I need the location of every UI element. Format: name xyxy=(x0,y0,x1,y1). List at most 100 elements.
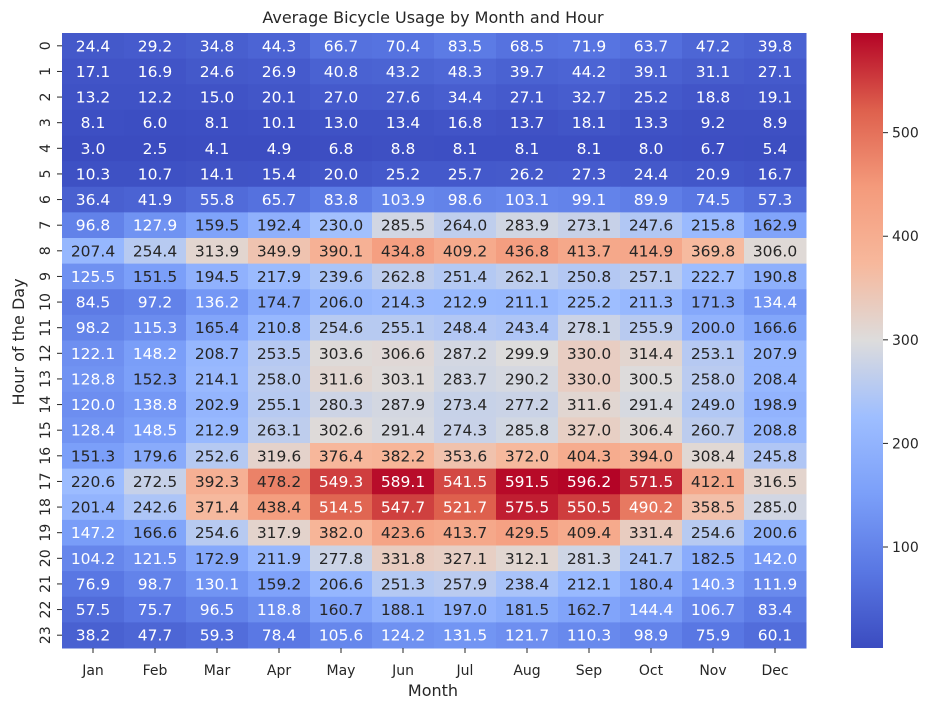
cell-value-label: 188.1 xyxy=(381,601,425,619)
heatmap-cell xyxy=(372,443,435,470)
heatmap-cell xyxy=(372,263,435,290)
cell-value-label: 27.0 xyxy=(324,89,359,107)
cell-value-label: 434.8 xyxy=(381,242,425,260)
heatmap-cell xyxy=(310,109,373,136)
heatmap-cell xyxy=(744,519,807,546)
cell-value-label: 172.9 xyxy=(195,550,239,568)
heatmap-cell xyxy=(372,596,435,623)
cell-value-label: 47.7 xyxy=(138,627,173,645)
cell-value-label: 97.2 xyxy=(138,294,173,312)
heatmap-cell xyxy=(744,468,807,495)
heatmap-cell xyxy=(620,58,683,85)
colorbar-ticks: 100 200 300 400 500 xyxy=(883,126,919,556)
cell-value-label: 12.2 xyxy=(138,89,173,107)
x-tick-label: Dec xyxy=(761,663,788,679)
cell-value-label: 291.4 xyxy=(381,422,425,440)
heatmap-cell xyxy=(434,161,497,188)
cell-value-label: 96.5 xyxy=(200,601,235,619)
heatmap-cell xyxy=(124,212,187,239)
cell-value-label: 306.6 xyxy=(381,345,425,363)
heatmap-cell xyxy=(248,84,311,111)
heatmap-cell xyxy=(124,545,187,572)
heatmap-cell xyxy=(744,366,807,393)
heatmap-cell xyxy=(558,58,621,85)
heatmap-cell xyxy=(62,33,125,60)
heatmap-cell xyxy=(558,391,621,418)
cell-value-label: 24.6 xyxy=(200,63,235,81)
cell-value-label: 27.3 xyxy=(572,165,607,183)
cell-value-label: 222.7 xyxy=(691,268,735,286)
cell-value-label: 291.4 xyxy=(629,396,673,414)
heatmap-cell xyxy=(372,571,435,598)
cell-value-label: 260.7 xyxy=(691,422,735,440)
cell-value-label: 121.5 xyxy=(133,550,177,568)
heatmap-cell xyxy=(434,186,497,213)
y-tick-label: 1 xyxy=(38,67,54,76)
cell-value-label: 550.5 xyxy=(567,499,611,517)
cell-value-label: 166.6 xyxy=(133,524,177,542)
cell-value-label: 13.0 xyxy=(324,114,359,132)
cell-value-label: 15.0 xyxy=(200,89,235,107)
cell-value-label: 327.1 xyxy=(443,550,487,568)
heatmap-cell xyxy=(310,366,373,393)
heatmap-cell xyxy=(124,340,187,367)
heatmap-cell xyxy=(744,161,807,188)
heatmap-cell xyxy=(558,33,621,60)
heatmap-cell xyxy=(434,596,497,623)
cell-value-label: 547.7 xyxy=(381,499,425,517)
heatmap-cell xyxy=(62,519,125,546)
cell-value-label: 182.5 xyxy=(691,550,735,568)
cell-value-label: 287.2 xyxy=(443,345,487,363)
heatmap-cell xyxy=(372,545,435,572)
heatmap-cell xyxy=(186,33,249,60)
heatmap-cell xyxy=(186,443,249,470)
heatmap-cell xyxy=(310,622,373,649)
cell-value-label: 285.8 xyxy=(505,422,549,440)
heatmap-cell xyxy=(682,366,745,393)
cell-value-label: 575.5 xyxy=(505,499,549,517)
heatmap-cell xyxy=(620,494,683,521)
cell-value-label: 306.4 xyxy=(629,422,673,440)
cell-value-label: 142.0 xyxy=(753,550,797,568)
cell-value-label: 162.9 xyxy=(753,217,797,235)
cell-value-label: 36.4 xyxy=(76,191,111,209)
cell-value-label: 353.6 xyxy=(443,447,487,465)
cell-value-label: 110.3 xyxy=(567,627,611,645)
cell-value-label: 250.8 xyxy=(567,268,611,286)
heatmap-cell xyxy=(248,366,311,393)
heatmap-cell xyxy=(124,58,187,85)
cell-value-label: 225.2 xyxy=(567,294,611,312)
cell-value-label: 414.9 xyxy=(629,242,673,260)
cell-value-label: 299.9 xyxy=(505,345,549,363)
cell-value-label: 251.4 xyxy=(443,268,487,286)
y-tick-label: 5 xyxy=(38,169,54,178)
cell-value-label: 32.7 xyxy=(572,89,607,107)
cell-value-label: 44.2 xyxy=(572,63,607,81)
x-tick-label: May xyxy=(327,663,356,679)
cell-value-label: 43.2 xyxy=(386,63,421,81)
heatmap-cell xyxy=(310,314,373,341)
heatmap-cell xyxy=(620,289,683,316)
x-axis-ticks: Jan Feb Mar Apr May Jun Jul Aug Sep Oct Nov Dec xyxy=(81,648,789,679)
cell-value-label: 258.0 xyxy=(257,370,301,388)
heatmap-cell xyxy=(310,33,373,60)
cell-value-label: 303.6 xyxy=(319,345,363,363)
heatmap-cell xyxy=(186,622,249,649)
heatmap-cell xyxy=(434,289,497,316)
heatmap-cell xyxy=(744,135,807,162)
cell-value-label: 125.5 xyxy=(71,268,115,286)
heatmap-cell xyxy=(744,84,807,111)
heatmap-cell xyxy=(558,622,621,649)
cell-value-label: 208.7 xyxy=(195,345,239,363)
x-tick-label: Mar xyxy=(204,663,231,679)
heatmap-cell xyxy=(434,84,497,111)
cell-value-label: 48.3 xyxy=(448,63,483,81)
cell-value-label: 31.1 xyxy=(696,63,731,81)
cell-value-label: 76.9 xyxy=(76,575,111,593)
heatmap-cell xyxy=(248,212,311,239)
heatmap-cell xyxy=(558,468,621,495)
heatmap-cell xyxy=(310,84,373,111)
heatmap-cell xyxy=(62,263,125,290)
heatmap-cell xyxy=(248,545,311,572)
heatmap-cell xyxy=(372,494,435,521)
